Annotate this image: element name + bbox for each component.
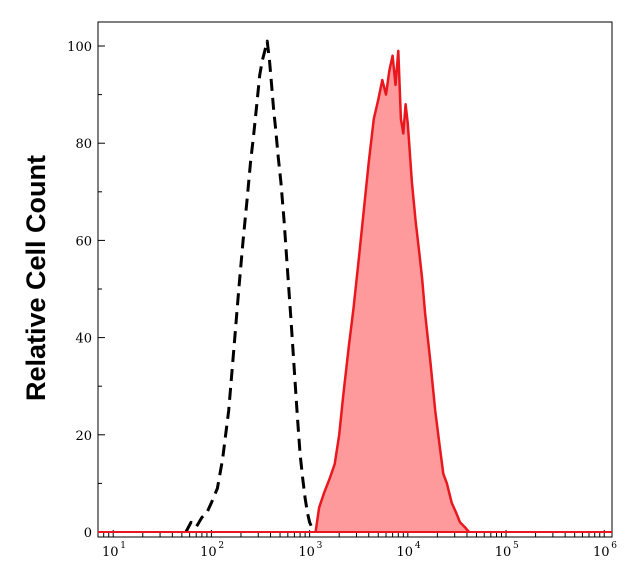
x-tick-exponent: 1 <box>120 541 126 551</box>
x-tick-exponent: 2 <box>218 541 224 551</box>
x-tick-label: 10 <box>200 545 217 560</box>
x-tick-label: 10 <box>298 545 315 560</box>
y-tick-label: 40 <box>75 332 92 347</box>
x-tick-label: 10 <box>102 545 119 560</box>
x-tick-exponent: 6 <box>611 541 617 551</box>
y-tick-label: 0 <box>84 526 92 541</box>
plot-frame <box>97 21 613 538</box>
x-tick-label: 10 <box>495 545 512 560</box>
x-tick-exponent: 4 <box>415 541 421 551</box>
y-tick-label: 80 <box>75 137 92 152</box>
x-tick-label: 10 <box>593 545 610 560</box>
series-0-line <box>184 39 316 533</box>
series-1-line <box>314 49 470 533</box>
x-tick-exponent: 5 <box>513 541 519 551</box>
x-tick-label: 10 <box>397 545 414 560</box>
y-tick-label: 60 <box>75 234 92 249</box>
y-tick-label: 100 <box>67 40 92 55</box>
series-1-area <box>315 50 469 533</box>
y-tick-label: 20 <box>75 429 92 444</box>
y-axis-label: Relative Cell Count <box>21 155 51 401</box>
x-tick-exponent: 3 <box>317 541 323 551</box>
